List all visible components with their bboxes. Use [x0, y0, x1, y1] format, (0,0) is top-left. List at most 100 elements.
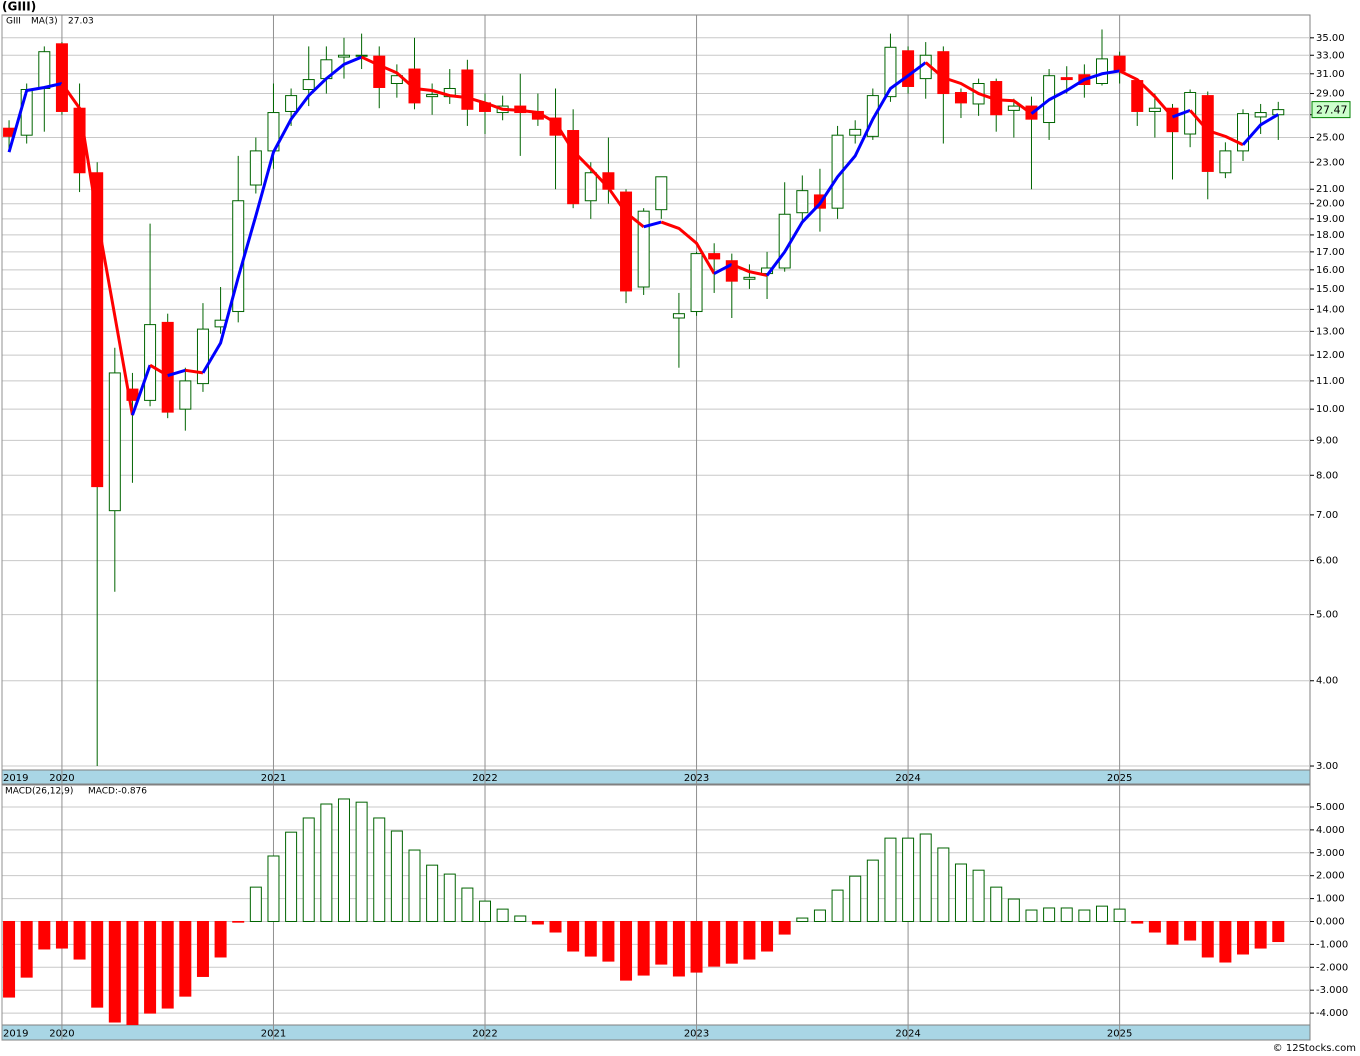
ma-line	[7, 82, 63, 153]
macd-bar	[1025, 909, 1038, 922]
candle-body	[1060, 77, 1073, 81]
legend-symbol: GIII	[6, 17, 21, 27]
macd-bar	[91, 920, 104, 1008]
macd-bar	[38, 920, 51, 950]
y-tick-label: 12.00	[1316, 350, 1345, 361]
x-tick-label: 2024	[895, 1029, 920, 1040]
macd-bar	[302, 817, 315, 922]
macd-bar	[1272, 920, 1285, 943]
macd-bar	[55, 920, 68, 949]
y-tick-label: 16.00	[1316, 265, 1345, 276]
macd-bar	[1148, 920, 1161, 933]
candle-body	[1007, 105, 1020, 111]
candle-body	[1095, 58, 1108, 85]
candle-body	[849, 128, 862, 136]
candle-body	[108, 372, 121, 512]
legend-label: MA(3)	[31, 17, 58, 27]
ma-line	[765, 61, 927, 277]
x-tick-label: 2025	[1107, 773, 1132, 784]
macd-bar	[620, 920, 633, 981]
x-tick-label: 2019	[3, 1029, 28, 1040]
macd-bar	[196, 920, 209, 977]
ma-line	[201, 55, 363, 374]
macd-bar	[232, 920, 245, 923]
candle-body	[38, 51, 51, 89]
y-tick-label: 29.00	[1316, 89, 1345, 100]
candle-body	[1254, 112, 1267, 118]
ma-line	[731, 262, 768, 277]
candle-body	[373, 55, 386, 88]
macd-bar	[337, 798, 350, 922]
legend-value: 27.03	[68, 17, 94, 27]
x-tick-label: 2022	[472, 1029, 497, 1040]
macd-bar	[1113, 908, 1126, 922]
y-tick-label: 8.00	[1316, 470, 1338, 481]
x-tick-label: 2020	[49, 773, 74, 784]
macd-bar	[1254, 920, 1267, 949]
x-tick-label: 2019	[3, 773, 28, 784]
candle-body	[884, 46, 897, 98]
candle-body	[179, 380, 192, 410]
x-tick-label: 2023	[684, 1029, 709, 1040]
y-tick-label: -2.000	[1316, 962, 1348, 973]
candle-body	[549, 117, 562, 136]
macd-bar	[954, 863, 967, 922]
macd-bar	[831, 889, 844, 922]
macd-bar	[267, 855, 280, 922]
candle-body	[355, 54, 368, 57]
candle-body	[20, 88, 33, 136]
y-tick-label: 33.00	[1316, 50, 1345, 61]
ma-line	[1189, 109, 1244, 147]
candle-body	[1201, 95, 1214, 172]
ma-line	[60, 82, 134, 416]
y-tick-label: 25.00	[1316, 133, 1345, 144]
macd-bar	[214, 920, 227, 958]
macd-bar	[637, 920, 650, 976]
plot-area	[1, 784, 1311, 1026]
candle-body	[249, 150, 262, 186]
macd-bar	[1095, 905, 1108, 922]
y-tick-label: 20.00	[1316, 199, 1345, 210]
macd-bar	[320, 803, 333, 922]
candle-body	[655, 176, 668, 211]
x-tick-label: 2025	[1107, 1029, 1132, 1040]
candle-body	[337, 54, 350, 58]
y-tick-label: 5.000	[1316, 802, 1345, 813]
macd-bar	[884, 837, 897, 922]
macd-bar	[3, 920, 16, 998]
y-tick-label: 5.00	[1316, 610, 1338, 621]
macd-bar	[1184, 920, 1197, 941]
macd-bar	[778, 920, 791, 935]
x-tick-label: 2024	[895, 773, 920, 784]
candle-body	[866, 95, 879, 137]
y-tick-label: 3.00	[1316, 761, 1338, 772]
price-tag-label: 27.47	[1316, 104, 1348, 117]
macd-bar	[708, 920, 721, 967]
candle-body	[144, 324, 157, 401]
ma-line	[149, 363, 169, 377]
y-tick-label: 10.00	[1316, 404, 1345, 415]
price-tag	[1311, 101, 1351, 119]
macd-bar	[584, 920, 597, 957]
candle-body	[196, 328, 209, 385]
macd-bar	[902, 837, 915, 922]
macd-bar	[672, 920, 685, 977]
y-tick-label: 2.000	[1316, 871, 1345, 882]
x-tick-label: 2022	[472, 773, 497, 784]
ma-line	[924, 61, 1033, 115]
macd-bar	[1078, 909, 1091, 922]
macd-bar	[1007, 898, 1020, 922]
y-tick-label: 15.00	[1316, 284, 1345, 295]
macd-bar	[73, 920, 86, 960]
macd-bar	[249, 886, 262, 922]
y-tick-label: 31.00	[1316, 69, 1345, 80]
candle-body	[1148, 107, 1161, 112]
macd-bar	[813, 909, 826, 922]
macd-bar	[1201, 920, 1214, 958]
candle-body	[620, 191, 633, 292]
macd-bar	[161, 920, 174, 1009]
macd-bar	[761, 920, 774, 952]
macd-bar	[408, 849, 421, 922]
macd-bar	[1043, 907, 1056, 922]
